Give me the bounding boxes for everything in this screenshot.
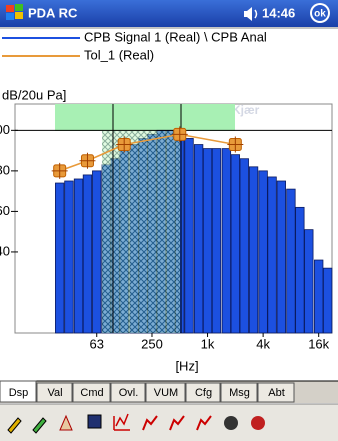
bar [240,159,249,333]
bar [231,155,240,333]
bar [185,138,194,333]
bar [323,268,332,333]
bar [249,167,258,333]
tool-save[interactable] [88,415,101,428]
ok-label: ok [314,9,326,20]
bar [55,183,64,333]
bar [277,181,286,333]
page: {"title_bar": {"app": "PDA RC", "time": … [0,0,338,441]
clock: 14:46 [262,5,295,20]
x-tick-label: 250 [141,336,163,351]
tab-label: Ovl. [119,387,139,399]
bar [83,175,92,333]
bar [305,230,314,333]
tab-label: VUM [154,387,178,399]
bar [296,207,305,333]
tab-label: Msg [229,387,250,399]
bar [268,177,277,333]
x-tick-label: 4k [256,336,270,351]
legend-label: CPB Signal 1 (Real) \ CPB Anal [84,29,267,44]
legend-label: Tol_1 (Real) [84,47,154,62]
bar [314,260,323,333]
y-tick-label: 60 [0,203,10,218]
y-tick-label: 80 [0,162,10,177]
x-tick-label: 1k [201,336,215,351]
app-title: PDA RC [28,5,78,20]
selection-hatch [102,131,180,333]
bar [222,149,231,333]
tab-label: Dsp [9,387,29,399]
tab-label: Cfg [195,387,212,399]
bar [92,171,101,333]
bar [212,149,221,333]
bar [194,145,203,333]
bar [259,171,268,333]
legend: CPB Signal 1 (Real) \ CPB Anal Tol_1 (Rea… [0,28,338,62]
tab-label: Cmd [80,387,103,399]
tool-audio[interactable] [224,416,238,430]
bar [74,179,83,333]
tolerance-band [55,104,235,131]
y-tick-label: 100 [0,122,10,137]
tab-label: Abt [268,387,285,399]
toolbar [0,404,338,441]
tool-stop[interactable] [251,416,265,430]
tab-label: Val [47,387,62,399]
y-axis-label: dB/20u Pa] [2,87,66,102]
x-tick-label: 63 [89,336,103,351]
x-axis-label: [Hz] [175,358,198,373]
screen: PDA RC 14:46 ok CPB Signal 1 (Real) \ CP… [0,0,338,441]
y-tick-label: 40 [0,243,10,258]
bar [287,189,296,333]
bar [203,149,212,333]
bar [65,181,74,333]
x-tick-label: 16k [308,336,329,351]
tabs: Dsp Val Cmd Ovl. VUM Cfg Msg Abt [0,381,294,402]
